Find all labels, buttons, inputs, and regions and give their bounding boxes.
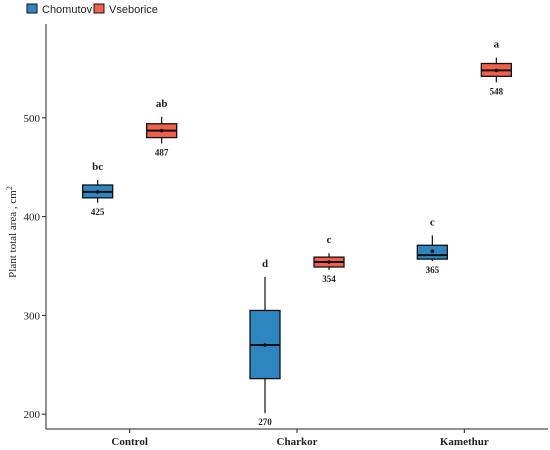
x-tick-label-control: Control	[111, 436, 147, 448]
legend-label-chomutov: Chomutov	[42, 4, 93, 16]
x-tick-label-kamethur: Kamethur	[440, 436, 489, 448]
mean-label: 425	[91, 207, 105, 217]
y-axis-title: Plant total area , cm2	[5, 186, 19, 278]
y-tick-label: 400	[24, 212, 41, 224]
legend-label-vseborice: Vseborice	[109, 4, 158, 16]
y-tick-label: 500	[24, 113, 41, 125]
significance-letter: d	[262, 258, 268, 270]
y-tick-label: 200	[24, 409, 41, 421]
mean-label: 270	[258, 417, 272, 427]
x-tick-label-charkor: Charkor	[277, 436, 318, 448]
mean-point	[263, 343, 267, 347]
mean-label: 487	[155, 148, 169, 158]
box-control-vseborice: ab 487	[146, 98, 178, 158]
legend-entry-vseborice: Vseborice	[93, 3, 158, 16]
significance-letter: bc	[92, 161, 103, 173]
y-tick-label: 300	[24, 310, 41, 322]
significance-letter: ab	[156, 98, 168, 110]
mean-point	[327, 260, 331, 264]
mean-label: 365	[426, 265, 440, 275]
box-kamethur-vseborice: a 548	[480, 39, 512, 96]
legend-swatch-chomutov	[26, 3, 38, 14]
box-charkor-vseborice: c 354	[313, 234, 345, 284]
mean-label: 354	[322, 274, 336, 284]
mean-label: 548	[490, 86, 504, 96]
legend: Chomutov Vseborice	[26, 3, 158, 16]
y-axis-title-superscript: 2	[5, 186, 14, 190]
mean-point	[95, 190, 100, 194]
mean-point	[430, 249, 435, 253]
boxes: bc 425 ab 487 d 270 c 354 c 365 a 548	[82, 39, 512, 427]
mean-point	[159, 128, 164, 133]
significance-letter: c	[327, 234, 332, 246]
y-ticks: 200 300 400 500	[24, 113, 46, 421]
mean-point	[494, 68, 499, 73]
box-charkor-chomutov: d 270	[249, 258, 281, 427]
box-kamethur-chomutov: c 365	[416, 216, 448, 275]
y-axis-title-text: Plant total area , cm	[7, 190, 19, 278]
legend-entry-chomutov: Chomutov	[26, 3, 93, 16]
x-ticks: Control Charkor Kamethur	[111, 429, 489, 448]
legend-swatch-vseborice	[93, 3, 105, 14]
box-control-chomutov: bc 425	[82, 161, 114, 217]
significance-letter: c	[430, 216, 435, 228]
significance-letter: a	[494, 39, 500, 51]
